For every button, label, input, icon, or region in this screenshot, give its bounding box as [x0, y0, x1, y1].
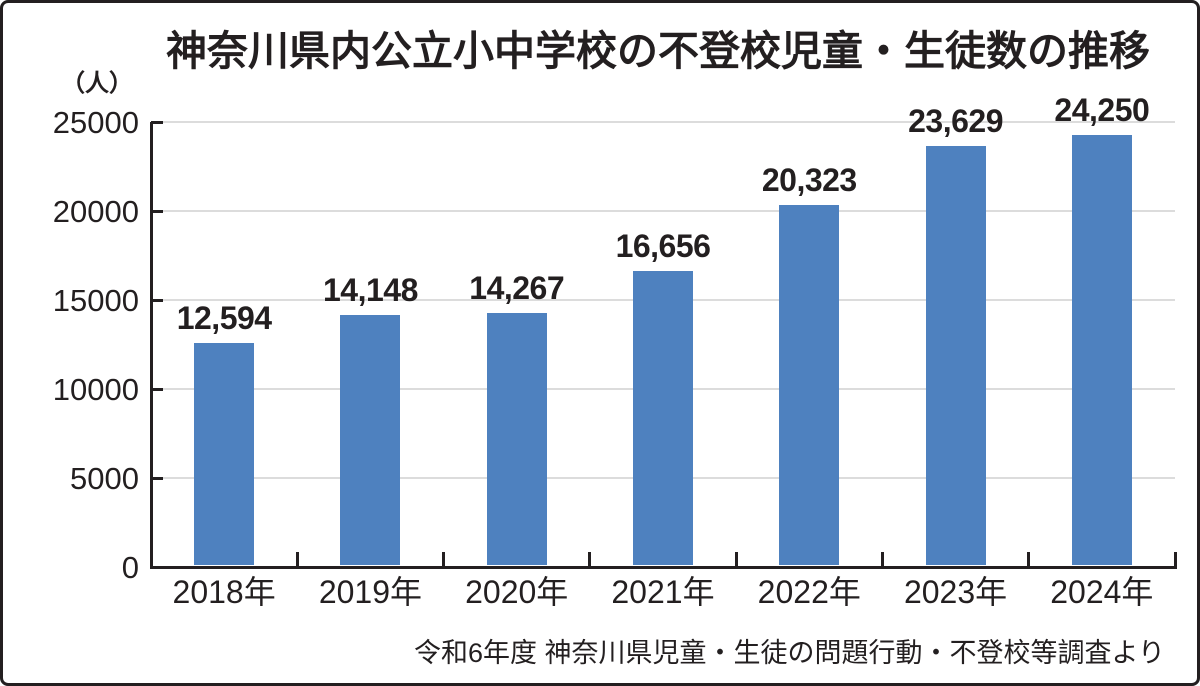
y-axis-tick [151, 298, 163, 302]
chart-title: 神奈川県内公立小中学校の不登校児童・生徒数の推移 [166, 28, 1150, 74]
y-axis-unit-label: （人） [61, 70, 133, 97]
x-category-label: 2020年 [465, 574, 569, 610]
bar [486, 313, 547, 566]
x-category-label: 2023年 [903, 574, 1008, 610]
x-category-label: 2018年 [172, 574, 276, 610]
y-gridline [153, 210, 1175, 212]
x-axis-tick [734, 551, 738, 566]
bar-value-label: 14,267 [469, 270, 565, 307]
x-axis-tick [295, 551, 299, 566]
y-axis-tick [151, 476, 163, 480]
y-tick-label: 5000 [70, 461, 139, 496]
bar-value-label: 16,656 [615, 227, 711, 264]
y-tick-label: 25000 [52, 105, 139, 140]
y-axis-tick [151, 120, 163, 124]
x-axis-tick [588, 551, 592, 566]
x-category-label: 2019年 [318, 574, 423, 610]
y-tick-label: 15000 [52, 283, 139, 318]
bar [633, 270, 693, 566]
bar-value-label: 20,323 [761, 162, 857, 199]
x-category-label: 2021年 [611, 574, 715, 610]
bar-value-label: 24,250 [1054, 92, 1150, 129]
x-axis-tick [1027, 551, 1031, 566]
bar-value-label: 23,629 [908, 103, 1003, 140]
y-tick-label: 20000 [52, 194, 139, 229]
x-axis-line [149, 565, 1177, 569]
x-axis-tick [880, 551, 884, 566]
y-axis-line [149, 122, 153, 569]
x-category-label: 2024年 [1050, 574, 1154, 610]
x-category-label: 2022年 [757, 574, 861, 610]
bar [194, 342, 255, 566]
y-tick-label: 10000 [52, 372, 139, 407]
bar [779, 205, 840, 566]
bar [1071, 135, 1132, 566]
y-tick-label: 0 [121, 550, 139, 585]
y-axis-tick [151, 209, 163, 213]
bar [925, 146, 986, 566]
bar-value-label: 14,148 [322, 272, 418, 309]
bar [340, 315, 401, 566]
y-axis-tick [151, 387, 163, 391]
bar-value-label: 12,594 [176, 299, 272, 336]
source-note: 令和6年度 神奈川県児童・生徒の問題行動・不登校等調査より [414, 638, 1165, 668]
x-axis-tick [442, 551, 446, 566]
y-gridline [153, 121, 1175, 123]
x-axis-tick [1173, 551, 1177, 566]
